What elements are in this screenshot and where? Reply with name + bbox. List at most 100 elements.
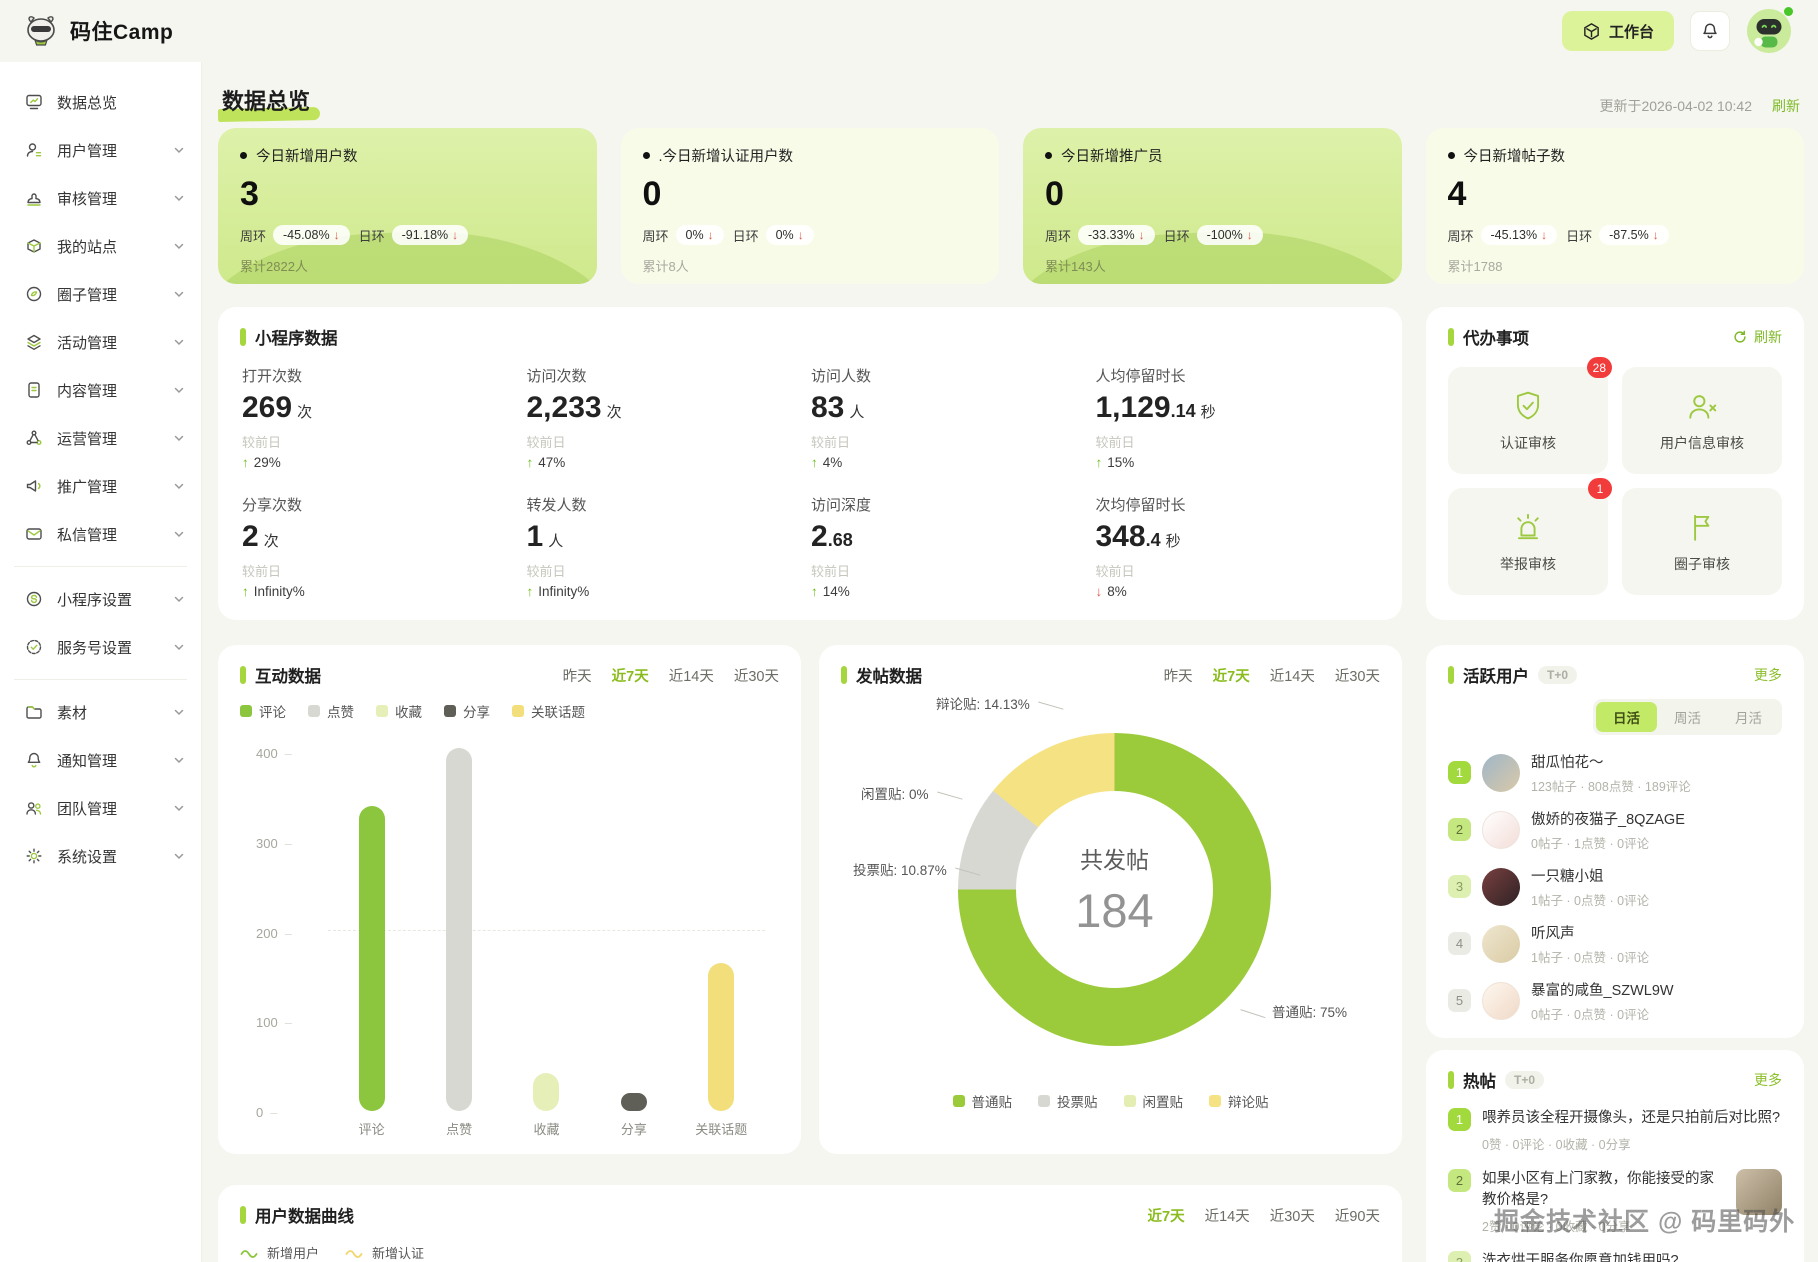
metric-forward-count: 转发人数 1人 较前日 Infinity% — [527, 494, 812, 599]
sidebar-item-my-site[interactable]: 我的站点 — [0, 222, 201, 270]
sidebar-item-miniprogram-settings[interactable]: 小程序设置 — [0, 575, 201, 623]
tab-monthly-active[interactable]: 月活 — [1735, 711, 1762, 726]
site-box-icon — [24, 236, 44, 256]
tab-14days[interactable]: 近14天 — [1204, 1208, 1250, 1225]
tab-30days[interactable]: 近30天 — [733, 668, 779, 685]
title-marker — [240, 328, 246, 346]
todo-circle-review[interactable]: 圈子审核 — [1622, 488, 1782, 595]
active-user-row[interactable]: 3 一只糖小姐 1帖子 · 0点赞 · 0评论 — [1448, 863, 1782, 910]
tab-30days[interactable]: 近30天 — [1334, 668, 1380, 685]
sidebar-divider — [14, 566, 187, 567]
sidebar-item-assets[interactable]: 素材 — [0, 688, 201, 736]
sidebar-item-dashboard[interactable]: 数据总览 — [0, 78, 201, 126]
sidebar-item-messages[interactable]: 私信管理 — [0, 510, 201, 558]
bar-shares[interactable] — [620, 1093, 647, 1111]
tab-yesterday[interactable]: 昨天 — [562, 668, 592, 685]
callout-idle-posts: 闲置贴: 0% — [861, 783, 962, 803]
notification-bell-button[interactable] — [1690, 11, 1730, 51]
active-user-row[interactable]: 4 听风声 1帖子 · 0点赞 · 0评论 — [1448, 920, 1782, 967]
chevron-down-icon — [173, 240, 185, 252]
todo-certification-review[interactable]: 28 认证审核 — [1448, 357, 1612, 474]
wave-marker-icon — [345, 1248, 365, 1258]
active-user-row[interactable]: 1 甜瓜怕花～ 123帖子 · 808点赞 · 189评论 — [1448, 749, 1782, 796]
donut-ring[interactable] — [958, 733, 1271, 1046]
user-icon — [24, 140, 44, 160]
page-refresh-link[interactable]: 刷新 — [1772, 98, 1800, 114]
hot-post-row[interactable]: 2 如果小区有上门家教，你能接受的家教价格是? 2赞 · 0评论 · 0收藏 · … — [1448, 1169, 1782, 1235]
gridline — [328, 930, 765, 931]
rank-badge: 2 — [1448, 1169, 1471, 1193]
sidebar-item-operations[interactable]: 运营管理 — [0, 414, 201, 462]
workbench-button[interactable]: 工作台 — [1561, 11, 1674, 51]
tab-7days[interactable]: 近7天 — [1212, 668, 1250, 685]
notification-count-badge: 28 — [1586, 357, 1612, 378]
user-curve-panel: 用户数据曲线 近7天 近14天 近30天 近90天 新增用户 新增认证 — [218, 1185, 1402, 1262]
t0-badge: T+0 — [1505, 1071, 1545, 1089]
user-avatar[interactable] — [1746, 7, 1793, 54]
hot-post-row[interactable]: 1 喂养员该全程开摄像头，还是只拍前后对比照? 0赞 · 0评论 · 0收藏 · … — [1448, 1108, 1782, 1153]
tab-90days[interactable]: 近90天 — [1334, 1208, 1380, 1225]
title-marker — [240, 1206, 246, 1224]
stat-total: 累计2822人 — [240, 259, 308, 274]
tab-14days[interactable]: 近14天 — [668, 668, 714, 685]
line-chart-legend: 新增用户 新增认证 — [240, 1243, 1380, 1262]
sidebar-item-team[interactable]: 团队管理 — [0, 784, 201, 832]
notification-count-badge: 1 — [1588, 478, 1612, 499]
stat-card-new-users[interactable]: 今日新增用户数 3 周环 -45.08% ↓ 日环 -91.18% ↓ 累计2822人 — [218, 128, 597, 284]
todo-refresh-button[interactable]: 刷新 — [1732, 327, 1782, 347]
todo-user-info-review[interactable]: 用户信息审核 — [1622, 367, 1782, 474]
bar-favorites[interactable] — [533, 1073, 560, 1111]
chevron-down-icon — [173, 144, 185, 156]
week-trend-pill: -45.08% ↓ — [273, 225, 350, 245]
sidebar-item-activities[interactable]: 活动管理 — [0, 318, 201, 366]
hot-post-row[interactable]: 3 洗衣烘干服务你愿意加钱用吗? — [1448, 1251, 1782, 1262]
sidebar-item-users[interactable]: 用户管理 — [0, 126, 201, 174]
tab-weekly-active[interactable]: 周活 — [1674, 711, 1701, 726]
rank-badge: 1 — [1448, 761, 1471, 784]
sidebar-item-notifications[interactable]: 通知管理 — [0, 736, 201, 784]
legend-swatch — [1038, 1095, 1050, 1107]
chevron-down-icon — [173, 802, 185, 814]
day-trend-pill: 0% ↓ — [765, 225, 814, 245]
active-user-row[interactable]: 5 暴富的咸鱼_SZWL9W 0帖子 · 0点赞 · 0评论 — [1448, 977, 1782, 1024]
tab-30days[interactable]: 近30天 — [1269, 1208, 1315, 1225]
hot-posts-more-link[interactable]: 更多 — [1754, 1072, 1782, 1088]
sidebar-item-promotion[interactable]: 推广管理 — [0, 462, 201, 510]
callout-normal-posts: 普通贴: 75% — [1239, 1001, 1347, 1021]
sidebar-item-review[interactable]: 审核管理 — [0, 174, 201, 222]
bar-comments[interactable] — [358, 805, 385, 1111]
active-user-row[interactable]: 2 傲娇的夜猫子_8QZAGE 0帖子 · 1点赞 · 0评论 — [1448, 806, 1782, 853]
sidebar-divider — [14, 679, 187, 680]
sidebar-item-system-settings[interactable]: 系统设置 — [0, 832, 201, 880]
tab-14days[interactable]: 近14天 — [1269, 668, 1315, 685]
robot-avatar-icon — [1747, 9, 1791, 53]
todo-report-review[interactable]: 1 举报审核 — [1448, 478, 1612, 595]
bar-topics[interactable] — [708, 962, 735, 1111]
todo-panel: 代办事项 刷新 28 认证审核 用户信息审核 — [1426, 307, 1804, 620]
bar-likes[interactable] — [446, 747, 473, 1111]
sidebar-item-service-account-settings[interactable]: 服务号设置 — [0, 623, 201, 671]
rank-badge: 3 — [1448, 875, 1471, 898]
arrow-down-icon: ↓ — [1138, 228, 1145, 242]
stat-card-new-posts[interactable]: 今日新增帖子数 4 周环 -45.13% ↓ 日环 -87.5% ↓ 累计1788 — [1425, 128, 1804, 284]
sidebar-item-content[interactable]: 内容管理 — [0, 366, 201, 414]
metric-visit-depth: 访问深度 2.68 较前日 14% — [811, 494, 1096, 599]
sidebar-item-circles[interactable]: 圈子管理 — [0, 270, 201, 318]
stat-card-new-verified-users[interactable]: .今日新增认证用户数 0 周环 0% ↓ 日环 0% ↓ 累计8人 — [620, 128, 999, 284]
arrow-down-icon: ↓ — [452, 228, 459, 242]
week-trend-pill: 0% ↓ — [675, 225, 724, 245]
tab-daily-active[interactable]: 日活 — [1596, 702, 1657, 732]
stat-card-new-promoters[interactable]: 今日新增推广员 0 周环 -33.33% ↓ 日环 -100% ↓ 累计143人 — [1023, 128, 1402, 284]
title-marker — [240, 666, 246, 684]
tab-7days[interactable]: 近7天 — [611, 668, 649, 685]
active-users-more-link[interactable]: 更多 — [1754, 667, 1782, 683]
stat-cards-row: 今日新增用户数 3 周环 -45.08% ↓ 日环 -91.18% ↓ 累计2822人 … — [218, 128, 1804, 284]
active-users-tabs: 日活 周活 月活 — [1593, 699, 1782, 735]
tab-yesterday[interactable]: 昨天 — [1163, 668, 1193, 685]
tab-7days[interactable]: 近7天 — [1147, 1208, 1185, 1225]
main-content: 数据总览 更新于2026-04-02 10:42 刷新 今日新增用户数 3 周环… — [202, 62, 1818, 1262]
mail-icon — [24, 524, 44, 544]
rank-badge: 4 — [1448, 932, 1471, 955]
chevron-down-icon — [173, 593, 185, 605]
